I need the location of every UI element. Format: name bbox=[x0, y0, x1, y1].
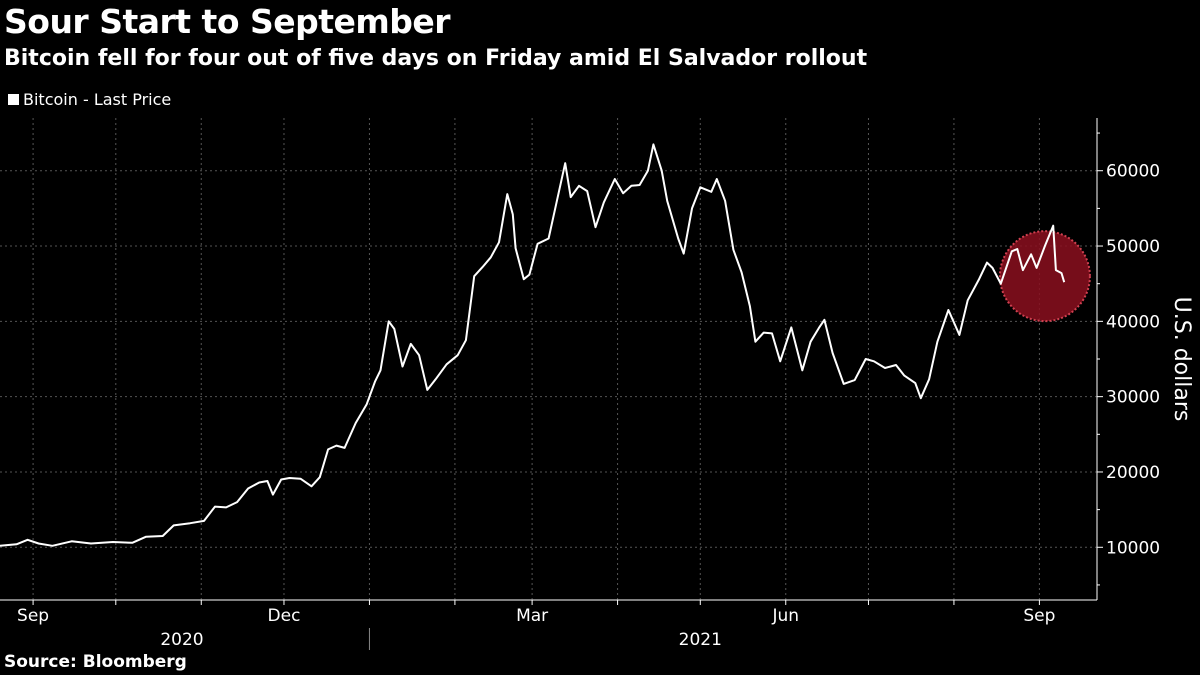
x-tick-label: Sep bbox=[17, 606, 49, 626]
y-axis-title: U.S. dollars bbox=[1169, 297, 1194, 422]
label-layer: 10000 20000 30000 40000 50000 60000 Sep Dec Mar J… bbox=[17, 162, 1194, 650]
series-line-bitcoin bbox=[0, 143, 1066, 547]
legend-label: Bitcoin - Last Price bbox=[23, 90, 172, 109]
legend-swatch bbox=[8, 94, 19, 105]
year-label: 2021 bbox=[679, 630, 722, 650]
grid-layer bbox=[0, 118, 1097, 600]
chart-subtitle: Bitcoin fell for four out of five days o… bbox=[4, 46, 868, 71]
y-tick-label: 30000 bbox=[1106, 388, 1160, 408]
x-tick-label: Jun bbox=[771, 606, 799, 626]
x-tick-label: Sep bbox=[1023, 606, 1055, 626]
highlight-circle bbox=[998, 230, 1091, 323]
chart-title: Sour Start to September bbox=[4, 2, 451, 41]
x-tick-label: Mar bbox=[516, 606, 548, 626]
year-label: 2020 bbox=[160, 630, 203, 650]
y-tick-label: 50000 bbox=[1106, 237, 1160, 257]
x-tick-label: Dec bbox=[268, 606, 301, 626]
legend: Bitcoin - Last Price bbox=[8, 90, 171, 109]
y-tick-label: 60000 bbox=[1106, 162, 1160, 182]
series-layer bbox=[0, 143, 1066, 547]
source-note: Source: Bloomberg bbox=[4, 652, 187, 672]
highlight-layer bbox=[998, 230, 1091, 323]
y-tick-label: 40000 bbox=[1106, 312, 1160, 332]
axis-layer bbox=[0, 118, 1103, 650]
y-tick-label: 10000 bbox=[1106, 538, 1160, 558]
y-tick-label: 20000 bbox=[1106, 463, 1160, 483]
